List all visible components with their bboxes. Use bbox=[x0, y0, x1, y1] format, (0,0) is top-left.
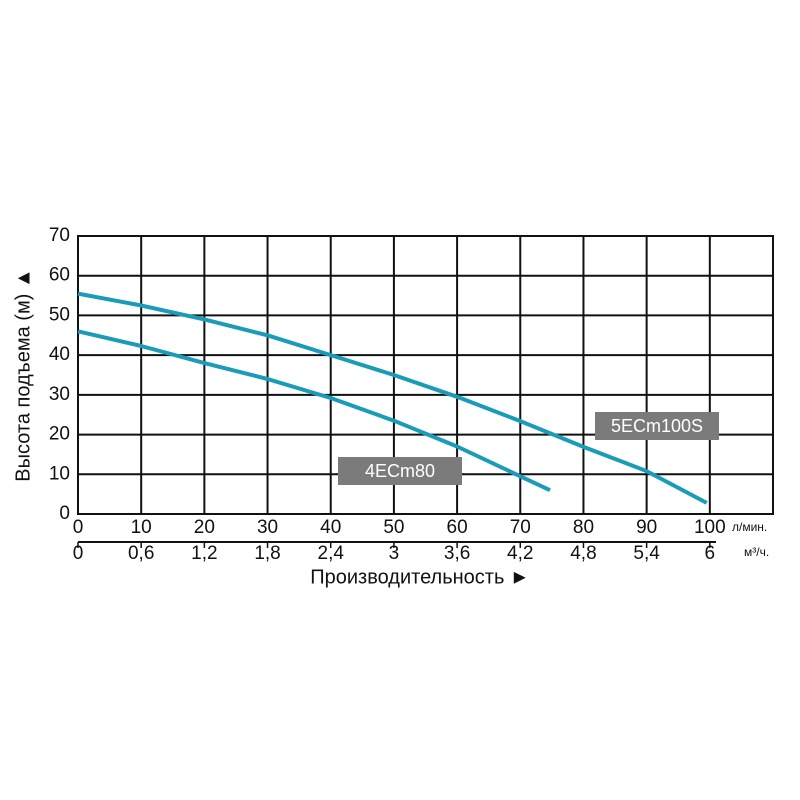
y-tick-label: 0 bbox=[59, 503, 70, 524]
series-line bbox=[77, 329, 551, 493]
series-label-box bbox=[338, 457, 462, 485]
x-tick-label: 90 bbox=[636, 517, 657, 538]
x2-tick-label: 2,4 bbox=[318, 543, 345, 564]
x-unit: л/мин. bbox=[732, 520, 767, 534]
x2-unit: м³/ч. bbox=[744, 545, 769, 559]
x2-tick-label: 5,4 bbox=[633, 543, 660, 564]
x-tick-label: 50 bbox=[383, 517, 404, 538]
y-tick-label: 50 bbox=[49, 304, 70, 325]
x2-tick-label: 3 bbox=[389, 543, 400, 564]
x-axis-title: Производительность ► bbox=[310, 566, 529, 588]
y-tick-label: 30 bbox=[49, 384, 70, 405]
y-tick-label: 20 bbox=[49, 424, 70, 445]
series-line bbox=[77, 291, 708, 505]
x-tick-label: 30 bbox=[257, 517, 278, 538]
y-tick-label: 60 bbox=[49, 265, 70, 286]
x2-tick-label: 6 bbox=[705, 543, 716, 564]
x2-tick-label: 4,8 bbox=[570, 543, 596, 564]
x-tick-label: 0 bbox=[73, 517, 84, 538]
y-tick-label: 10 bbox=[49, 463, 70, 484]
x2-tick-label: 3,6 bbox=[444, 543, 470, 564]
x-tick-label: 20 bbox=[194, 517, 215, 538]
x-tick-label: 70 bbox=[510, 517, 531, 538]
x-tick-label: 10 bbox=[131, 517, 152, 538]
x-tick-label: 80 bbox=[573, 517, 594, 538]
y-axis-title: Высота подъема (м) ▲ bbox=[12, 268, 34, 481]
y-tick-label: 40 bbox=[49, 344, 70, 365]
x-tick-label: 60 bbox=[447, 517, 468, 538]
x2-tick-label: 1,8 bbox=[254, 543, 280, 564]
x-tick-label: 40 bbox=[320, 517, 341, 538]
x2-tick-label: 0 bbox=[73, 543, 84, 564]
y-tick-label: 70 bbox=[49, 225, 70, 246]
x2-tick-label: 4,2 bbox=[507, 543, 533, 564]
series-label: 4ECm80 bbox=[365, 461, 435, 481]
series-label: 5ECm100S bbox=[611, 416, 703, 436]
x2-tick-label: 1,2 bbox=[191, 543, 217, 564]
x2-tick-label: 0,6 bbox=[128, 543, 154, 564]
x-tick-label: 100 bbox=[694, 517, 726, 538]
series-label-box bbox=[595, 412, 719, 440]
